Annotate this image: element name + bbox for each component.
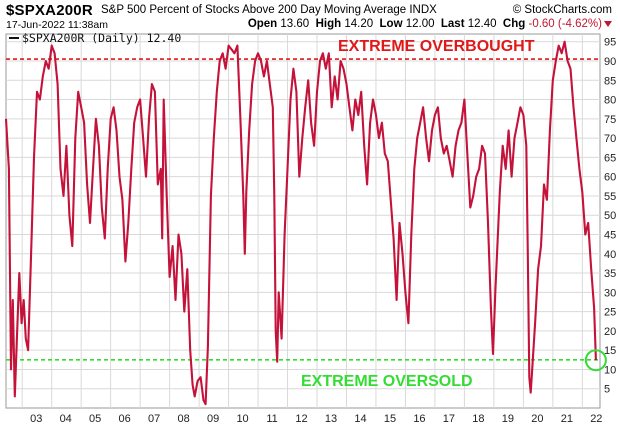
low-label: Low [379,18,403,30]
y-tick-label: 85 [604,75,616,87]
y-tick-label: 30 [604,287,616,299]
x-tick-label: 12 [295,413,307,425]
last-label: Last [440,18,465,30]
chart-header: $SPXA200R S&P 500 Percent of Stocks Abov… [0,0,620,34]
x-tick-label: 19 [502,413,514,425]
low-value: 12.00 [405,18,435,30]
y-tick-label: 55 [604,191,616,203]
ticker-symbol: $SPXA200R [6,2,93,19]
chg-label: Chg [502,18,526,30]
y-tick-label: 90 [604,56,616,68]
quote-datetime: 17-Jun-2022 11:38am [6,19,108,31]
legend-label: $SPXA200R (Daily) 12.40 [22,31,181,45]
description-text: S&P 500 Percent of Stocks Above 200 Day … [101,4,407,16]
ticker-description: S&P 500 Percent of Stocks Above 200 Day … [101,4,437,16]
y-tick-label: 35 [604,268,616,280]
x-tick-label: 18 [472,413,484,425]
last-value-highlight-circle [584,349,607,372]
open-label: Open [247,18,278,30]
y-tick-label: 65 [604,152,616,164]
y-tick-label: 50 [604,210,616,222]
down-triangle-icon [604,20,612,27]
brand-watermark[interactable]: © StockCharts.com [512,4,612,16]
legend: $SPXA200R (Daily) 12.40 [9,31,181,45]
y-tick-label: 80 [604,95,616,107]
y-tick-label: 15 [604,345,616,357]
x-tick-label: 05 [89,413,101,425]
last-value: 12.40 [467,18,497,30]
exchange-label: INDX [409,4,437,16]
y-tick-label: 45 [604,229,616,241]
oversold-annotation: EXTREME OVERSOLD [301,373,473,390]
x-tick-label: 06 [119,413,131,425]
y-tick-label: 75 [604,114,616,126]
y-tick-label: 70 [604,133,616,145]
x-tick-label: 10 [236,413,248,425]
x-tick-label: 21 [561,413,573,425]
x-tick-label: 03 [30,413,42,425]
x-tick-label: 09 [207,413,219,425]
x-tick-label: 13 [325,413,337,425]
x-tick-label: 16 [413,413,425,425]
x-tick-label: 20 [531,413,543,425]
x-tick-label: 22 [590,413,602,425]
y-tick-label: 95 [604,37,616,49]
y-tick-label: 5 [604,384,610,396]
open-value: 13.60 [280,18,310,30]
x-axis: 03 04 05 06 07 08 09 10 11 12 13 14 15 16 17 18 19 20 21 22 [30,413,602,425]
x-tick-label: 17 [443,413,455,425]
y-tick-label: 60 [604,172,616,184]
x-tick-label: 04 [60,413,72,425]
y-tick-label: 20 [604,326,616,338]
high-label: High [315,18,342,30]
x-tick-label: 11 [266,413,277,425]
series-line [4,40,597,406]
y-tick-label: 10 [604,364,616,376]
plot-frame [5,33,601,409]
high-value: 14.20 [344,18,374,30]
x-tick-label: 15 [384,413,396,425]
quote-summary: Open 13.60 High 14.20 Low 12.00 Last 12.… [248,18,612,30]
x-tick-label: 14 [354,413,366,425]
y-tick-label: 40 [604,249,616,261]
x-tick-label: 07 [148,413,160,425]
overbought-annotation: EXTREME OVERBOUGHT [338,38,535,55]
y-axis: 5 10 15 20 25 30 35 40 45 50 55 60 65 70 75 80 85 90 95 [604,37,616,396]
y-tick-label: 25 [604,307,616,319]
x-tick-label: 08 [177,413,189,425]
chg-value: -0.60 (-4.62%) [528,18,602,30]
